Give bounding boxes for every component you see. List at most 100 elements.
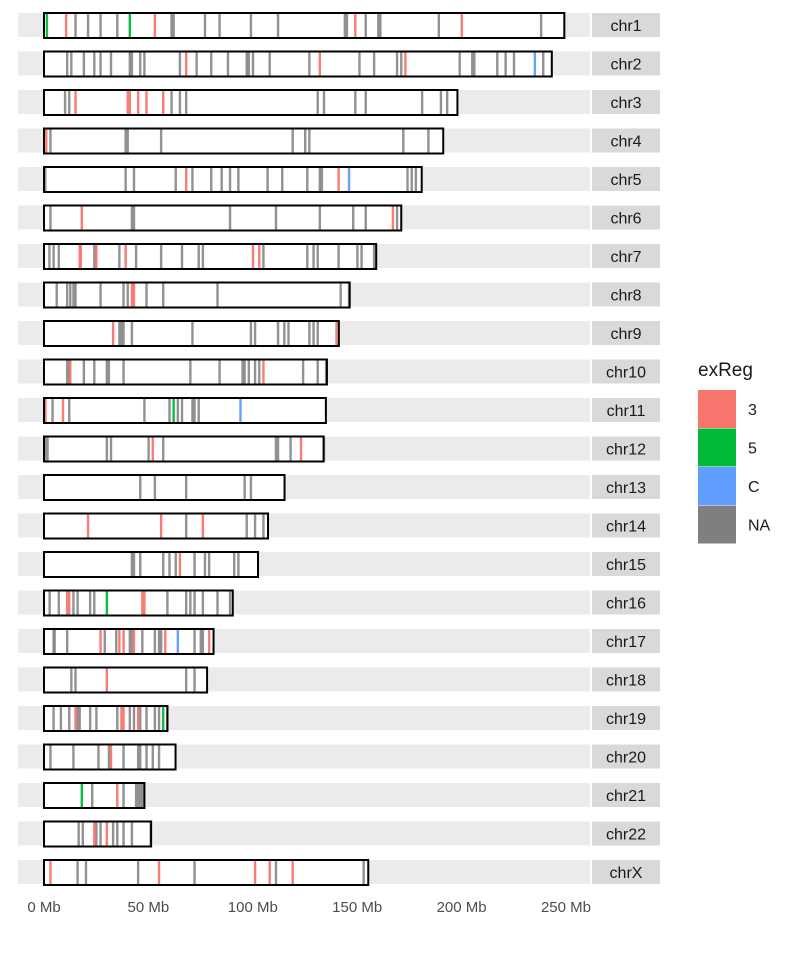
region-mark-NA xyxy=(201,244,205,269)
region-mark-NA xyxy=(395,205,399,231)
region-mark-5 xyxy=(105,590,109,616)
region-mark-NA xyxy=(130,629,134,654)
region-mark-NA xyxy=(251,51,255,77)
region-mark-NA xyxy=(308,51,311,77)
strip-label: chr2 xyxy=(610,57,641,74)
region-mark-NA xyxy=(316,321,319,346)
region-mark-NA xyxy=(57,244,61,269)
region-mark-3 xyxy=(68,590,71,616)
strip-chr11 xyxy=(592,398,660,422)
region-mark-NA xyxy=(243,475,246,500)
region-mark-NA xyxy=(274,860,278,885)
region-mark-NA xyxy=(128,629,132,654)
chromosome-outline-chr6 xyxy=(43,204,403,232)
region-mark-3 xyxy=(178,552,182,577)
strip-chr14 xyxy=(592,513,660,538)
region-mark-3 xyxy=(201,513,205,539)
region-mark-NA xyxy=(216,590,219,616)
chromosome-outline-chr8 xyxy=(43,281,351,309)
chromosome-body xyxy=(44,475,285,500)
legend-key-NA xyxy=(698,505,736,544)
strip-chr20 xyxy=(592,744,660,769)
chromosome-outline-chr21 xyxy=(43,782,146,809)
chromosome-outline-chr15 xyxy=(43,551,260,578)
region-mark-NA xyxy=(184,667,188,693)
region-mark-NA xyxy=(189,359,192,385)
region-mark-NA xyxy=(99,821,102,847)
region-mark-NA xyxy=(262,513,265,539)
chromosome-body xyxy=(44,398,326,423)
region-mark-NA xyxy=(107,359,111,385)
chromosome-body xyxy=(44,667,208,693)
region-mark-NA xyxy=(84,860,88,885)
region-mark-NA xyxy=(191,167,194,192)
region-mark-NA xyxy=(195,51,198,77)
region-mark-3 xyxy=(105,821,109,847)
region-mark-NA xyxy=(128,51,132,77)
region-mark-NA xyxy=(111,821,115,847)
region-mark-NA xyxy=(91,783,94,808)
region-mark-3 xyxy=(141,590,144,616)
region-mark-3 xyxy=(136,90,140,115)
region-mark-NA xyxy=(362,860,365,885)
region-mark-NA xyxy=(99,51,102,77)
region-mark-NA xyxy=(134,244,138,269)
legend-title: exReg xyxy=(698,360,753,381)
strip-chr4 xyxy=(592,128,660,153)
strip-label: chr6 xyxy=(610,211,641,228)
region-mark-NA xyxy=(93,51,96,77)
chromosome-body xyxy=(44,552,259,577)
region-mark-NA xyxy=(228,205,232,231)
strip-chr3 xyxy=(592,90,660,114)
chromosome-outline-chrX xyxy=(43,859,370,886)
region-mark-NA xyxy=(233,552,236,577)
region-mark-NA xyxy=(65,282,69,308)
region-mark-NA xyxy=(159,629,163,654)
region-mark-NA xyxy=(274,436,278,462)
region-mark-NA xyxy=(139,51,142,77)
chromosome-body xyxy=(44,244,377,269)
region-mark-NA xyxy=(157,629,161,654)
region-mark-NA xyxy=(124,128,127,154)
legend-label: 5 xyxy=(748,441,757,458)
region-mark-NA xyxy=(116,706,119,731)
region-mark-NA xyxy=(128,706,132,731)
region-mark-NA xyxy=(337,244,340,269)
region-mark-3 xyxy=(251,244,255,269)
region-mark-NA xyxy=(178,90,182,115)
region-mark-3 xyxy=(61,398,65,423)
strip-label: chr19 xyxy=(606,711,646,728)
region-mark-NA xyxy=(203,552,207,577)
region-mark-NA xyxy=(512,51,516,77)
strip-label: chr10 xyxy=(606,365,646,382)
region-mark-NA xyxy=(44,167,47,192)
region-mark-NA xyxy=(76,860,79,885)
chromosome-body xyxy=(44,90,458,115)
region-mark-NA xyxy=(159,128,163,154)
region-mark-NA xyxy=(322,90,326,115)
region-mark-3 xyxy=(69,359,72,385)
strip-chr9 xyxy=(592,321,660,345)
region-mark-NA xyxy=(126,128,129,154)
region-mark-NA xyxy=(372,244,376,269)
region-mark-NA xyxy=(193,629,196,654)
region-mark-3 xyxy=(122,629,125,654)
region-mark-3 xyxy=(299,436,303,462)
region-mark-NA xyxy=(132,552,136,577)
x-tick-label: 50 Mb xyxy=(128,899,170,916)
region-mark-NA xyxy=(174,552,177,577)
region-mark-NA xyxy=(276,436,280,462)
strip-label: chr22 xyxy=(606,827,646,844)
region-mark-NA xyxy=(316,90,319,115)
region-mark-3 xyxy=(404,51,407,77)
strip-chr2 xyxy=(592,51,660,76)
region-mark-NA xyxy=(249,321,253,346)
chromosome-outline-chr13 xyxy=(43,474,286,501)
region-mark-C xyxy=(239,398,242,423)
chromosome-outline-chr17 xyxy=(43,628,215,655)
legend-key-C xyxy=(698,467,736,505)
region-mark-3 xyxy=(335,321,338,346)
region-mark-3 xyxy=(153,13,157,38)
region-mark-NA xyxy=(216,282,219,308)
region-mark-NA xyxy=(46,436,49,462)
